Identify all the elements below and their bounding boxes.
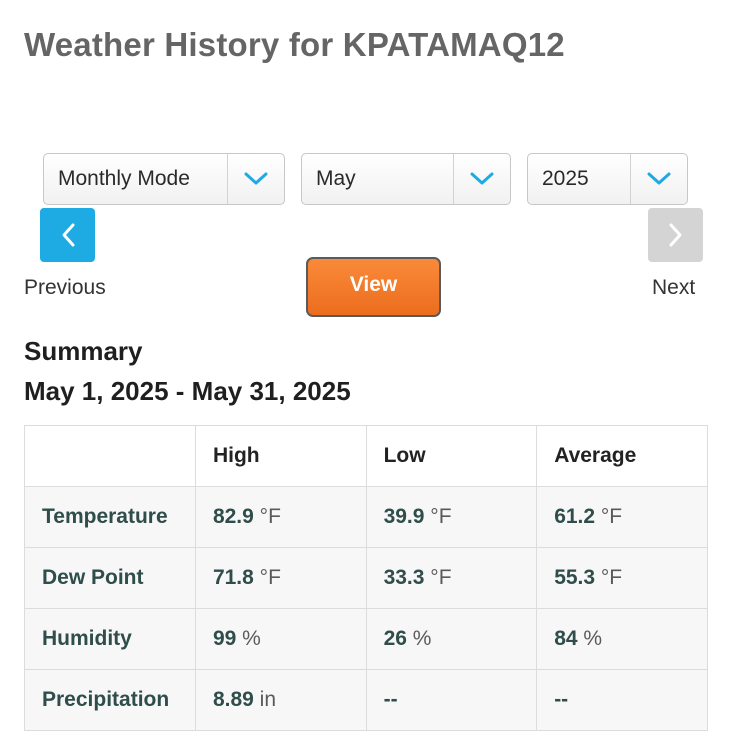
column-header-average: Average xyxy=(536,425,708,487)
cell-high: 71.8 °F xyxy=(194,547,367,609)
table-row-precipitation: Precipitation 8.89 in -- -- xyxy=(24,669,708,731)
summary-table: High Low Average Temperature 82.9 °F 39.… xyxy=(24,425,708,731)
cell-average: -- xyxy=(536,669,708,731)
mode-select-value: Monthly Mode xyxy=(58,167,190,190)
row-label: Temperature xyxy=(24,486,196,548)
year-select-value: 2025 xyxy=(542,167,589,190)
chevron-down-icon[interactable] xyxy=(630,154,687,204)
cell-average: 61.2 °F xyxy=(536,486,708,548)
cell-low: -- xyxy=(365,669,538,731)
table-row-humidity: Humidity 99 % 26 % 84 % xyxy=(24,608,708,670)
row-label: Dew Point xyxy=(24,547,196,609)
cell-average: 55.3 °F xyxy=(536,547,708,609)
cell-low: 33.3 °F xyxy=(365,547,538,609)
cell-average: 84 % xyxy=(536,608,708,670)
column-header-low: Low xyxy=(365,425,538,487)
view-button[interactable]: View xyxy=(306,257,441,317)
chevron-down-icon[interactable] xyxy=(227,154,284,204)
year-select[interactable]: 2025 xyxy=(527,153,688,205)
chevron-left-icon xyxy=(62,223,74,247)
month-select[interactable]: May xyxy=(301,153,511,205)
column-header-high: High xyxy=(194,425,367,487)
summary-header-row: High Low Average xyxy=(24,425,708,487)
summary-heading: Summary xyxy=(24,336,143,366)
row-label: Humidity xyxy=(24,608,196,670)
table-row-temperature: Temperature 82.9 °F 39.9 °F 61.2 °F xyxy=(24,486,708,548)
chevron-right-icon xyxy=(669,223,681,247)
cell-low: 39.9 °F xyxy=(365,486,538,548)
mode-select[interactable]: Monthly Mode xyxy=(43,153,285,205)
page-title: Weather History for KPATAMAQ12 xyxy=(24,26,565,63)
cell-high: 99 % xyxy=(194,608,367,670)
column-header xyxy=(24,425,196,487)
month-select-value: May xyxy=(316,167,356,190)
previous-label[interactable]: Previous xyxy=(24,276,106,299)
row-label: Precipitation xyxy=(24,669,196,731)
next-label[interactable]: Next xyxy=(652,276,696,299)
chevron-down-icon[interactable] xyxy=(453,154,510,204)
previous-button[interactable] xyxy=(40,208,95,262)
table-row-dew-point: Dew Point 71.8 °F 33.3 °F 55.3 °F xyxy=(24,547,708,609)
cell-low: 26 % xyxy=(365,608,538,670)
cell-high: 82.9 °F xyxy=(194,486,367,548)
cell-high: 8.89 in xyxy=(194,669,367,731)
summary-date-range: May 1, 2025 - May 31, 2025 xyxy=(24,376,351,406)
next-button[interactable] xyxy=(648,208,703,262)
